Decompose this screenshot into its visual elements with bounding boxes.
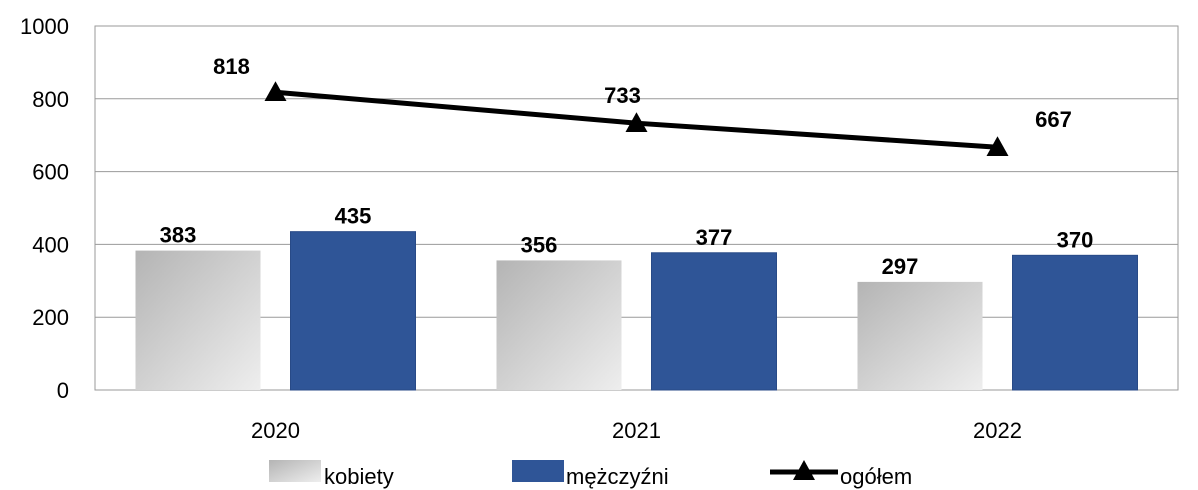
y-tick-label: 600 xyxy=(32,160,69,185)
y-tick-label: 800 xyxy=(32,87,69,112)
y-axis-ticks: 0 200 400 600 800 1000 xyxy=(20,14,69,403)
y-tick-label: 200 xyxy=(32,305,69,330)
bar-women xyxy=(136,251,261,390)
x-tick-label: 2021 xyxy=(612,418,661,443)
bars xyxy=(136,232,1138,390)
legend-label-women: kobiety xyxy=(324,464,394,489)
x-tick-label: 2022 xyxy=(973,418,1022,443)
bar-women xyxy=(497,260,622,390)
y-tick-label: 1000 xyxy=(20,14,69,39)
y-tick-label: 400 xyxy=(32,232,69,257)
bar-men xyxy=(291,232,416,390)
line-data-label: 818 xyxy=(213,54,250,79)
bar-men xyxy=(652,253,777,390)
y-tick-label: 0 xyxy=(57,378,69,403)
bar-men xyxy=(1013,255,1138,390)
bar-data-label: 383 xyxy=(160,223,197,248)
bar-data-label: 297 xyxy=(882,254,919,279)
legend-label-total: ogółem xyxy=(840,464,912,489)
bar-data-label: 435 xyxy=(335,204,372,229)
x-tick-label: 2020 xyxy=(251,418,300,443)
bar-data-label: 370 xyxy=(1057,227,1094,252)
bar-data-label: 377 xyxy=(696,225,733,250)
legend-label-men: mężczyźni xyxy=(566,464,669,489)
legend: kobiety mężczyźni ogółem xyxy=(269,460,912,489)
bar-data-label: 356 xyxy=(521,232,558,257)
x-axis-ticks: 2020 2021 2022 xyxy=(251,418,1022,443)
line-data-label: 733 xyxy=(604,83,641,108)
line-data-label: 667 xyxy=(1035,107,1072,132)
bar-women xyxy=(858,282,983,390)
legend-swatch-women xyxy=(269,460,321,482)
legend-swatch-men xyxy=(512,460,564,482)
